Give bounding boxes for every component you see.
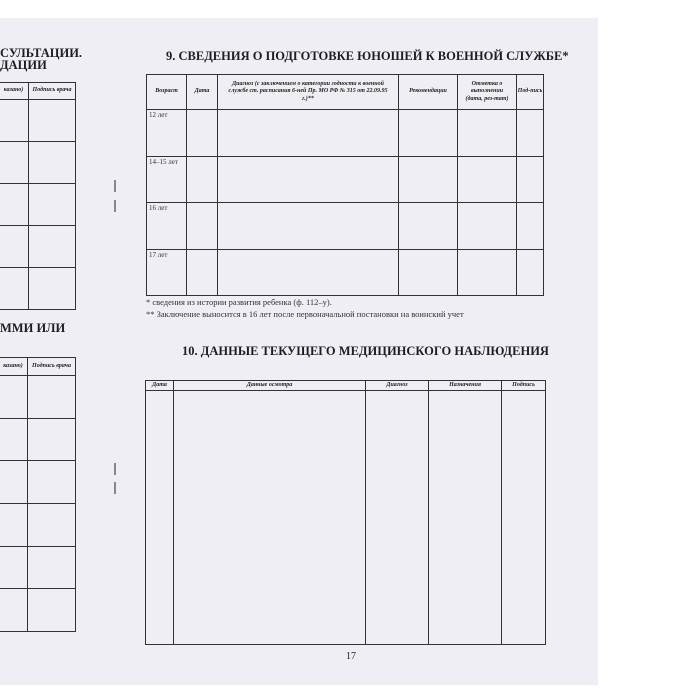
section10-title: 10. ДАННЫЕ ТЕКУЩЕГО МЕДИЦИНСКОГО НАБЛЮДЕ… bbox=[182, 344, 549, 358]
left-header-cell: казано) bbox=[0, 357, 28, 376]
section10-table: Дата Данные осмотра Диагноз Назначения П… bbox=[145, 380, 546, 645]
age-cell: 17 лет bbox=[146, 248, 187, 296]
table-row: 17 лет bbox=[146, 248, 544, 296]
left-table-b: казано) Подпись врача bbox=[0, 357, 76, 632]
left-section-title-line2: ДАЦИИ bbox=[0, 58, 47, 72]
left-header-signature: Подпись врача bbox=[27, 357, 76, 376]
table-row: 16 лет bbox=[146, 202, 544, 250]
left-header-cell: казано) bbox=[0, 82, 29, 100]
section9-title: 9. СВЕДЕНИЯ О ПОДГОТОВКЕ ЮНОШЕЙ К ВОЕННО… bbox=[166, 49, 569, 63]
header-diagnosis: Диагноз bbox=[365, 380, 429, 391]
section9-table: Возраст Дата Диагноз (с заключением о ка… bbox=[146, 74, 544, 296]
header-exam-data: Данные осмотра bbox=[173, 380, 366, 391]
staple-mark bbox=[114, 180, 116, 192]
header-diagnosis: Диагноз (с заключением о категории годно… bbox=[217, 74, 399, 110]
header-date: Дата bbox=[186, 74, 218, 110]
header-recommendations: Рекомендации bbox=[398, 74, 458, 110]
age-cell: 12 лет bbox=[146, 109, 187, 157]
table-row: 12 лет bbox=[146, 109, 544, 157]
header-prescriptions: Назначения bbox=[428, 380, 502, 391]
staple-mark bbox=[114, 463, 116, 475]
table-row bbox=[145, 390, 546, 645]
header-signature: Подпись bbox=[501, 380, 546, 391]
table-row: 14–15 лет bbox=[146, 155, 544, 203]
age-cell: 16 лет bbox=[146, 202, 187, 250]
footnote-1: * сведения из истории развития ребенка (… bbox=[146, 297, 332, 307]
header-completion-mark: Отметка о выполнении (дата, рез-тат) bbox=[457, 74, 517, 110]
left-header-signature: Подпись врача bbox=[28, 82, 76, 100]
header-signature: Под-пись bbox=[516, 74, 544, 110]
page-number: 17 bbox=[346, 651, 356, 662]
left-section-b-title: ММИ ИЛИ bbox=[0, 321, 66, 335]
left-section-title-line1: СУЛЬТАЦИИ. bbox=[0, 46, 83, 60]
staple-mark bbox=[114, 200, 116, 212]
staple-mark bbox=[114, 482, 116, 494]
footnote-2: ** Заключение выносится в 16 лет после п… bbox=[146, 309, 464, 319]
left-table-a: казано) Подпись врача bbox=[0, 82, 76, 310]
age-cell: 14–15 лет bbox=[146, 155, 187, 203]
header-date: Дата bbox=[145, 380, 174, 391]
header-age: Возраст bbox=[146, 74, 187, 110]
